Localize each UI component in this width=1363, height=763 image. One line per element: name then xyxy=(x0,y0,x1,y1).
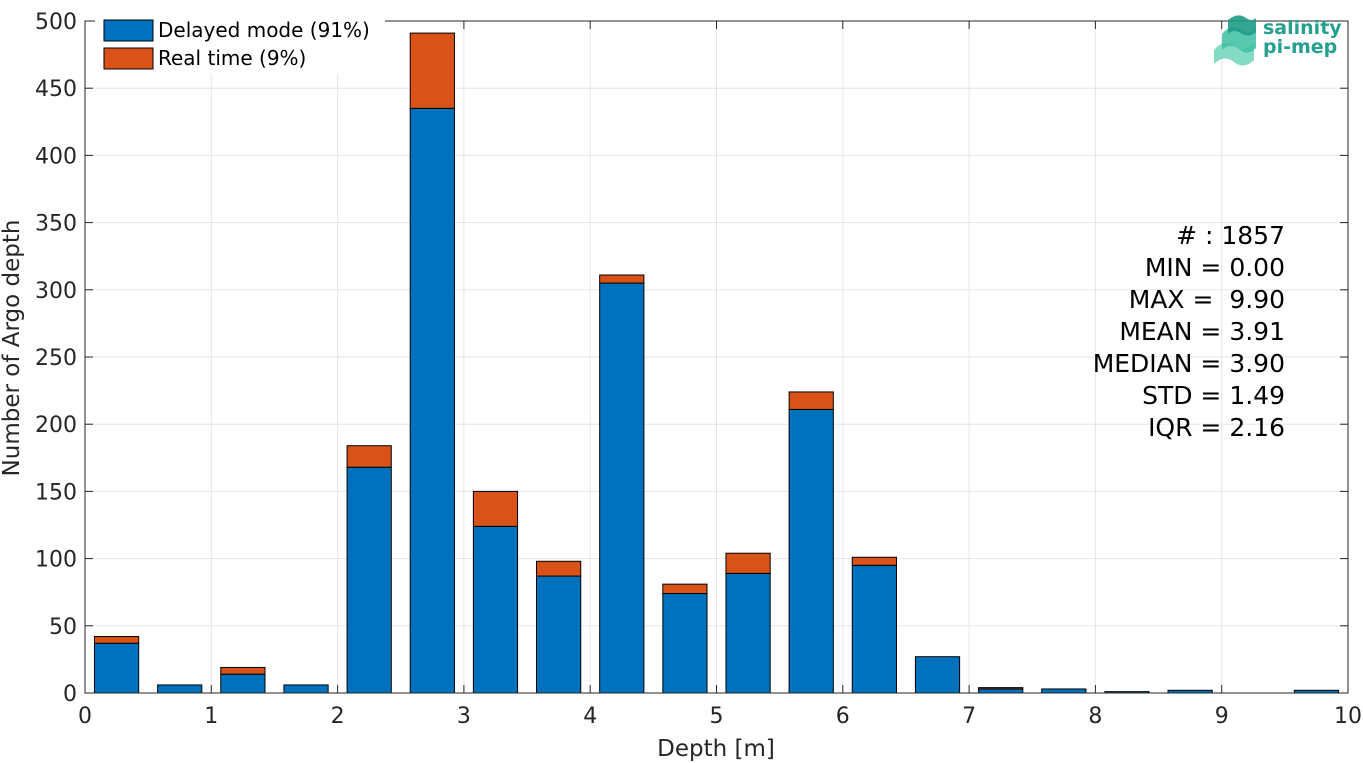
legend-label-delayed: Delayed mode (91%) xyxy=(158,18,370,42)
y-tick-label: 250 xyxy=(35,346,77,371)
bar-delayed-mode xyxy=(409,107,455,694)
bar-delayed-mode xyxy=(157,684,203,694)
y-tick-label: 200 xyxy=(35,413,77,438)
bar-real-time xyxy=(725,552,771,574)
logo-text-line1: salinity xyxy=(1263,17,1342,39)
bar-real-time xyxy=(93,636,140,644)
bars xyxy=(93,32,1340,694)
bar-delayed-mode xyxy=(914,656,961,694)
stats-iqr: IQR = 2.16 xyxy=(1148,413,1285,442)
bar-real-time xyxy=(409,32,455,109)
bar-real-time xyxy=(978,687,1024,690)
legend-label-realtime: Real time (9%) xyxy=(158,46,306,70)
x-tick-label: 4 xyxy=(583,704,597,729)
bar-delayed-mode xyxy=(1041,688,1087,694)
x-tick-label: 10 xyxy=(1334,704,1362,729)
x-tick-label: 6 xyxy=(836,704,850,729)
legend-swatch-delayed xyxy=(103,19,154,42)
stats-min: MIN = 0.00 xyxy=(1145,253,1285,282)
bar-real-time xyxy=(788,391,834,410)
x-tick-label: 5 xyxy=(710,704,724,729)
legend: Delayed mode (91%) Real time (9%) xyxy=(95,14,385,74)
stats-median: MEDIAN = 3.90 xyxy=(1093,349,1285,378)
x-axis-title: Depth [m] xyxy=(657,736,775,762)
stats-max: MAX = 9.90 xyxy=(1129,285,1285,314)
axis-ticks: 0 1 2 3 4 5 6 7 8 9 100501001502002503003504004505… xyxy=(35,10,1362,729)
bar-real-time xyxy=(662,583,708,595)
bar-delayed-mode xyxy=(851,564,897,694)
bar-real-time xyxy=(599,274,645,284)
x-tick-label: 9 xyxy=(1215,704,1229,729)
bar-delayed-mode xyxy=(283,684,329,694)
logo-text-line2: pi-mep xyxy=(1263,36,1337,58)
y-tick-label: 400 xyxy=(35,144,77,169)
x-tick-label: 1 xyxy=(204,704,218,729)
bar-delayed-mode xyxy=(346,466,392,694)
bar-real-time xyxy=(472,490,519,527)
bar-delayed-mode xyxy=(599,282,645,694)
x-tick-label: 3 xyxy=(457,704,471,729)
y-tick-label: 50 xyxy=(49,615,77,640)
bar-real-time xyxy=(346,445,392,468)
bar-delayed-mode xyxy=(220,673,266,694)
bar-delayed-mode xyxy=(662,593,708,694)
bar-delayed-mode xyxy=(725,572,771,694)
bar-delayed-mode xyxy=(788,408,834,694)
bar-delayed-mode xyxy=(472,525,519,694)
stats-count: # : 1857 xyxy=(1176,221,1285,250)
salinity-pimep-logo: salinity pi-mep xyxy=(1214,15,1342,66)
bar-real-time xyxy=(536,560,582,577)
stats-mean: MEAN = 3.91 xyxy=(1119,317,1285,346)
bar-real-time xyxy=(220,666,266,675)
legend-swatch-realtime xyxy=(103,47,154,70)
y-tick-label: 150 xyxy=(35,480,77,505)
logo-waves-icon xyxy=(1214,15,1256,66)
y-tick-label: 350 xyxy=(35,212,77,237)
bar-delayed-mode xyxy=(536,575,582,694)
y-tick-label: 500 xyxy=(35,10,77,35)
x-tick-label: 2 xyxy=(331,704,345,729)
y-axis-title: Number of Argo depth xyxy=(0,220,25,477)
y-tick-label: 100 xyxy=(35,548,77,573)
bar-real-time xyxy=(851,556,897,566)
y-tick-label: 300 xyxy=(35,279,77,304)
bar-delayed-mode xyxy=(93,642,140,694)
x-tick-label: 0 xyxy=(78,704,92,729)
stats-std: STD = 1.49 xyxy=(1142,381,1285,410)
y-tick-label: 0 xyxy=(63,682,77,707)
bar-delayed-mode xyxy=(978,688,1024,694)
stats-box: # : 1857 MIN = 0.00 MAX = 9.90 MEAN = 3.… xyxy=(1093,221,1285,442)
x-tick-label: 7 xyxy=(962,704,976,729)
y-tick-label: 450 xyxy=(35,77,77,102)
x-tick-label: 8 xyxy=(1088,704,1102,729)
